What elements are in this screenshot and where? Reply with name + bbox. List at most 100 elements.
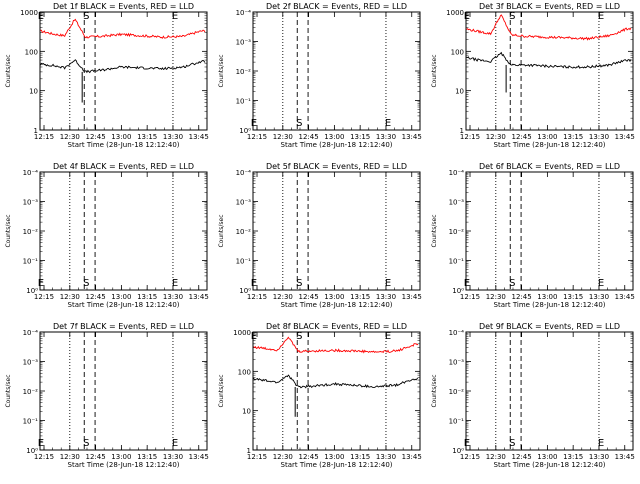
- y-tick-label: 10⁻²: [23, 388, 39, 396]
- event-marker-s: S: [509, 11, 515, 22]
- plot-frame: [465, 331, 634, 451]
- y-tick-label: 10⁻¹: [23, 258, 39, 266]
- x-tick-label: 12:45: [511, 133, 531, 141]
- y-axis-label: Counts/sec: [218, 214, 225, 247]
- x-tick-label: 13:30: [589, 133, 609, 141]
- y-axis-label: Counts/sec: [218, 54, 225, 87]
- x-tick-label: 13:15: [350, 293, 370, 301]
- y-tick-label: 1: [460, 127, 464, 135]
- x-tick-label: 13:00: [324, 453, 344, 461]
- x-axis-label: Start Time (28-Jun-18 12:12:40): [494, 461, 606, 469]
- event-marker-e: E: [385, 118, 391, 129]
- plot-title: Det 4f BLACK = Events, RED = LLD: [53, 162, 194, 171]
- x-tick-label: 13:30: [376, 453, 396, 461]
- y-tick-label: 1: [34, 127, 38, 135]
- x-tick-label: 12:30: [60, 453, 80, 461]
- y-tick-label: 10⁻¹: [236, 258, 252, 266]
- plot-frame: [252, 11, 421, 131]
- y-tick-label: 10⁻³: [236, 39, 252, 47]
- x-axis-label: Start Time (28-Jun-18 12:12:40): [281, 301, 393, 309]
- y-tick-label: 10: [242, 408, 251, 416]
- x-tick-label: 12:45: [85, 133, 105, 141]
- detector-panel-4: Det 4f BLACK = Events, RED = LLD 12:15 12:…: [5, 162, 209, 309]
- x-tick-label: 12:30: [273, 293, 293, 301]
- x-tick-label: 12:45: [85, 293, 105, 301]
- event-marker-s: S: [83, 438, 89, 449]
- event-marker-e: E: [172, 278, 178, 289]
- event-marker-s: S: [509, 278, 515, 289]
- x-tick-label: 13:45: [402, 453, 422, 461]
- plot-title: Det 6f BLACK = Events, RED = LLD: [479, 162, 620, 171]
- y-tick-label: 100: [25, 48, 38, 56]
- y-tick-label: 10⁻⁴: [449, 329, 465, 337]
- detector-panel-6: Det 6f BLACK = Events, RED = LLD 12:15 12:…: [431, 162, 635, 309]
- y-tick-label: 10⁻⁴: [23, 169, 39, 177]
- y-tick-label: 10⁻⁴: [236, 9, 252, 17]
- x-axis-label: Start Time (28-Jun-18 12:12:40): [68, 301, 180, 309]
- event-marker-e: E: [38, 438, 44, 449]
- plot-title: Det 5f BLACK = Events, RED = LLD: [266, 162, 407, 171]
- event-marker-s: S: [509, 438, 515, 449]
- plot-title: Det 3f BLACK = Events, RED = LLD: [479, 2, 620, 11]
- event-marker-e: E: [251, 278, 257, 289]
- x-tick-label: 12:45: [298, 293, 318, 301]
- event-marker-s: S: [296, 278, 302, 289]
- event-marker-e: E: [464, 11, 470, 22]
- x-tick-label: 13:15: [350, 453, 370, 461]
- plot-frame: [39, 331, 208, 451]
- y-tick-label: 10⁰: [452, 287, 464, 295]
- event-marker-s: S: [296, 118, 302, 129]
- x-tick-label: 13:15: [350, 133, 370, 141]
- x-tick-label: 13:15: [563, 293, 583, 301]
- event-marker-s: S: [296, 331, 302, 342]
- y-tick-label: 10⁻¹: [449, 258, 465, 266]
- x-tick-label: 12:15: [460, 453, 480, 461]
- event-marker-e: E: [172, 11, 178, 22]
- detector-panel-9: Det 9f BLACK = Events, RED = LLD 12:15 12:…: [431, 322, 635, 469]
- plot-frame: [252, 171, 421, 291]
- x-tick-label: 12:30: [486, 133, 506, 141]
- x-tick-label: 13:15: [563, 133, 583, 141]
- y-tick-label: 10⁻²: [236, 228, 252, 236]
- x-tick-label: 12:30: [273, 453, 293, 461]
- x-tick-label: 12:15: [460, 133, 480, 141]
- y-axis-label: Counts/sec: [431, 214, 438, 247]
- plot-frame: [252, 331, 421, 451]
- x-tick-label: 12:15: [34, 133, 54, 141]
- event-marker-e: E: [38, 278, 44, 289]
- x-tick-label: 13:00: [324, 133, 344, 141]
- event-marker-e: E: [464, 438, 470, 449]
- y-tick-label: 10⁰: [26, 287, 38, 295]
- y-tick-label: 1: [247, 447, 251, 455]
- detector-panel-2: Det 2f BLACK = Events, RED = LLD 12:15 12:…: [218, 2, 422, 149]
- y-tick-label: 10⁻²: [236, 68, 252, 76]
- y-tick-label: 10⁻²: [449, 228, 465, 236]
- x-axis-label: Start Time (28-Jun-18 12:12:40): [68, 461, 180, 469]
- x-tick-label: 12:15: [247, 293, 267, 301]
- y-axis-label: Counts/sec: [5, 374, 12, 407]
- x-tick-label: 12:30: [60, 133, 80, 141]
- x-tick-label: 12:30: [273, 133, 293, 141]
- plot-title: Det 9f BLACK = Events, RED = LLD: [479, 322, 620, 331]
- y-tick-label: 10⁰: [239, 127, 251, 135]
- detector-panel-5: Det 5f BLACK = Events, RED = LLD 12:15 12:…: [218, 162, 422, 309]
- event-marker-s: S: [83, 11, 89, 22]
- event-marker-e: E: [598, 278, 604, 289]
- x-axis-label: Start Time (28-Jun-18 12:12:40): [68, 141, 180, 149]
- x-tick-label: 13:00: [111, 133, 131, 141]
- x-tick-label: 13:30: [589, 453, 609, 461]
- event-marker-e: E: [385, 278, 391, 289]
- x-tick-label: 12:45: [511, 293, 531, 301]
- y-tick-label: 10⁻⁴: [449, 169, 465, 177]
- y-tick-label: 1000: [446, 9, 464, 17]
- x-tick-label: 13:15: [137, 133, 157, 141]
- events-series-line: [40, 59, 206, 74]
- y-tick-label: 10⁻³: [449, 359, 465, 367]
- detector-panel-3: Det 3f BLACK = Events, RED = LLD 12:15 12:…: [431, 2, 635, 149]
- y-tick-label: 10⁻⁴: [23, 329, 39, 337]
- y-tick-label: 1000: [233, 329, 251, 337]
- x-tick-label: 13:30: [376, 133, 396, 141]
- y-axis-label: Counts/sec: [5, 54, 12, 87]
- x-tick-label: 13:00: [111, 293, 131, 301]
- event-marker-e: E: [38, 11, 44, 22]
